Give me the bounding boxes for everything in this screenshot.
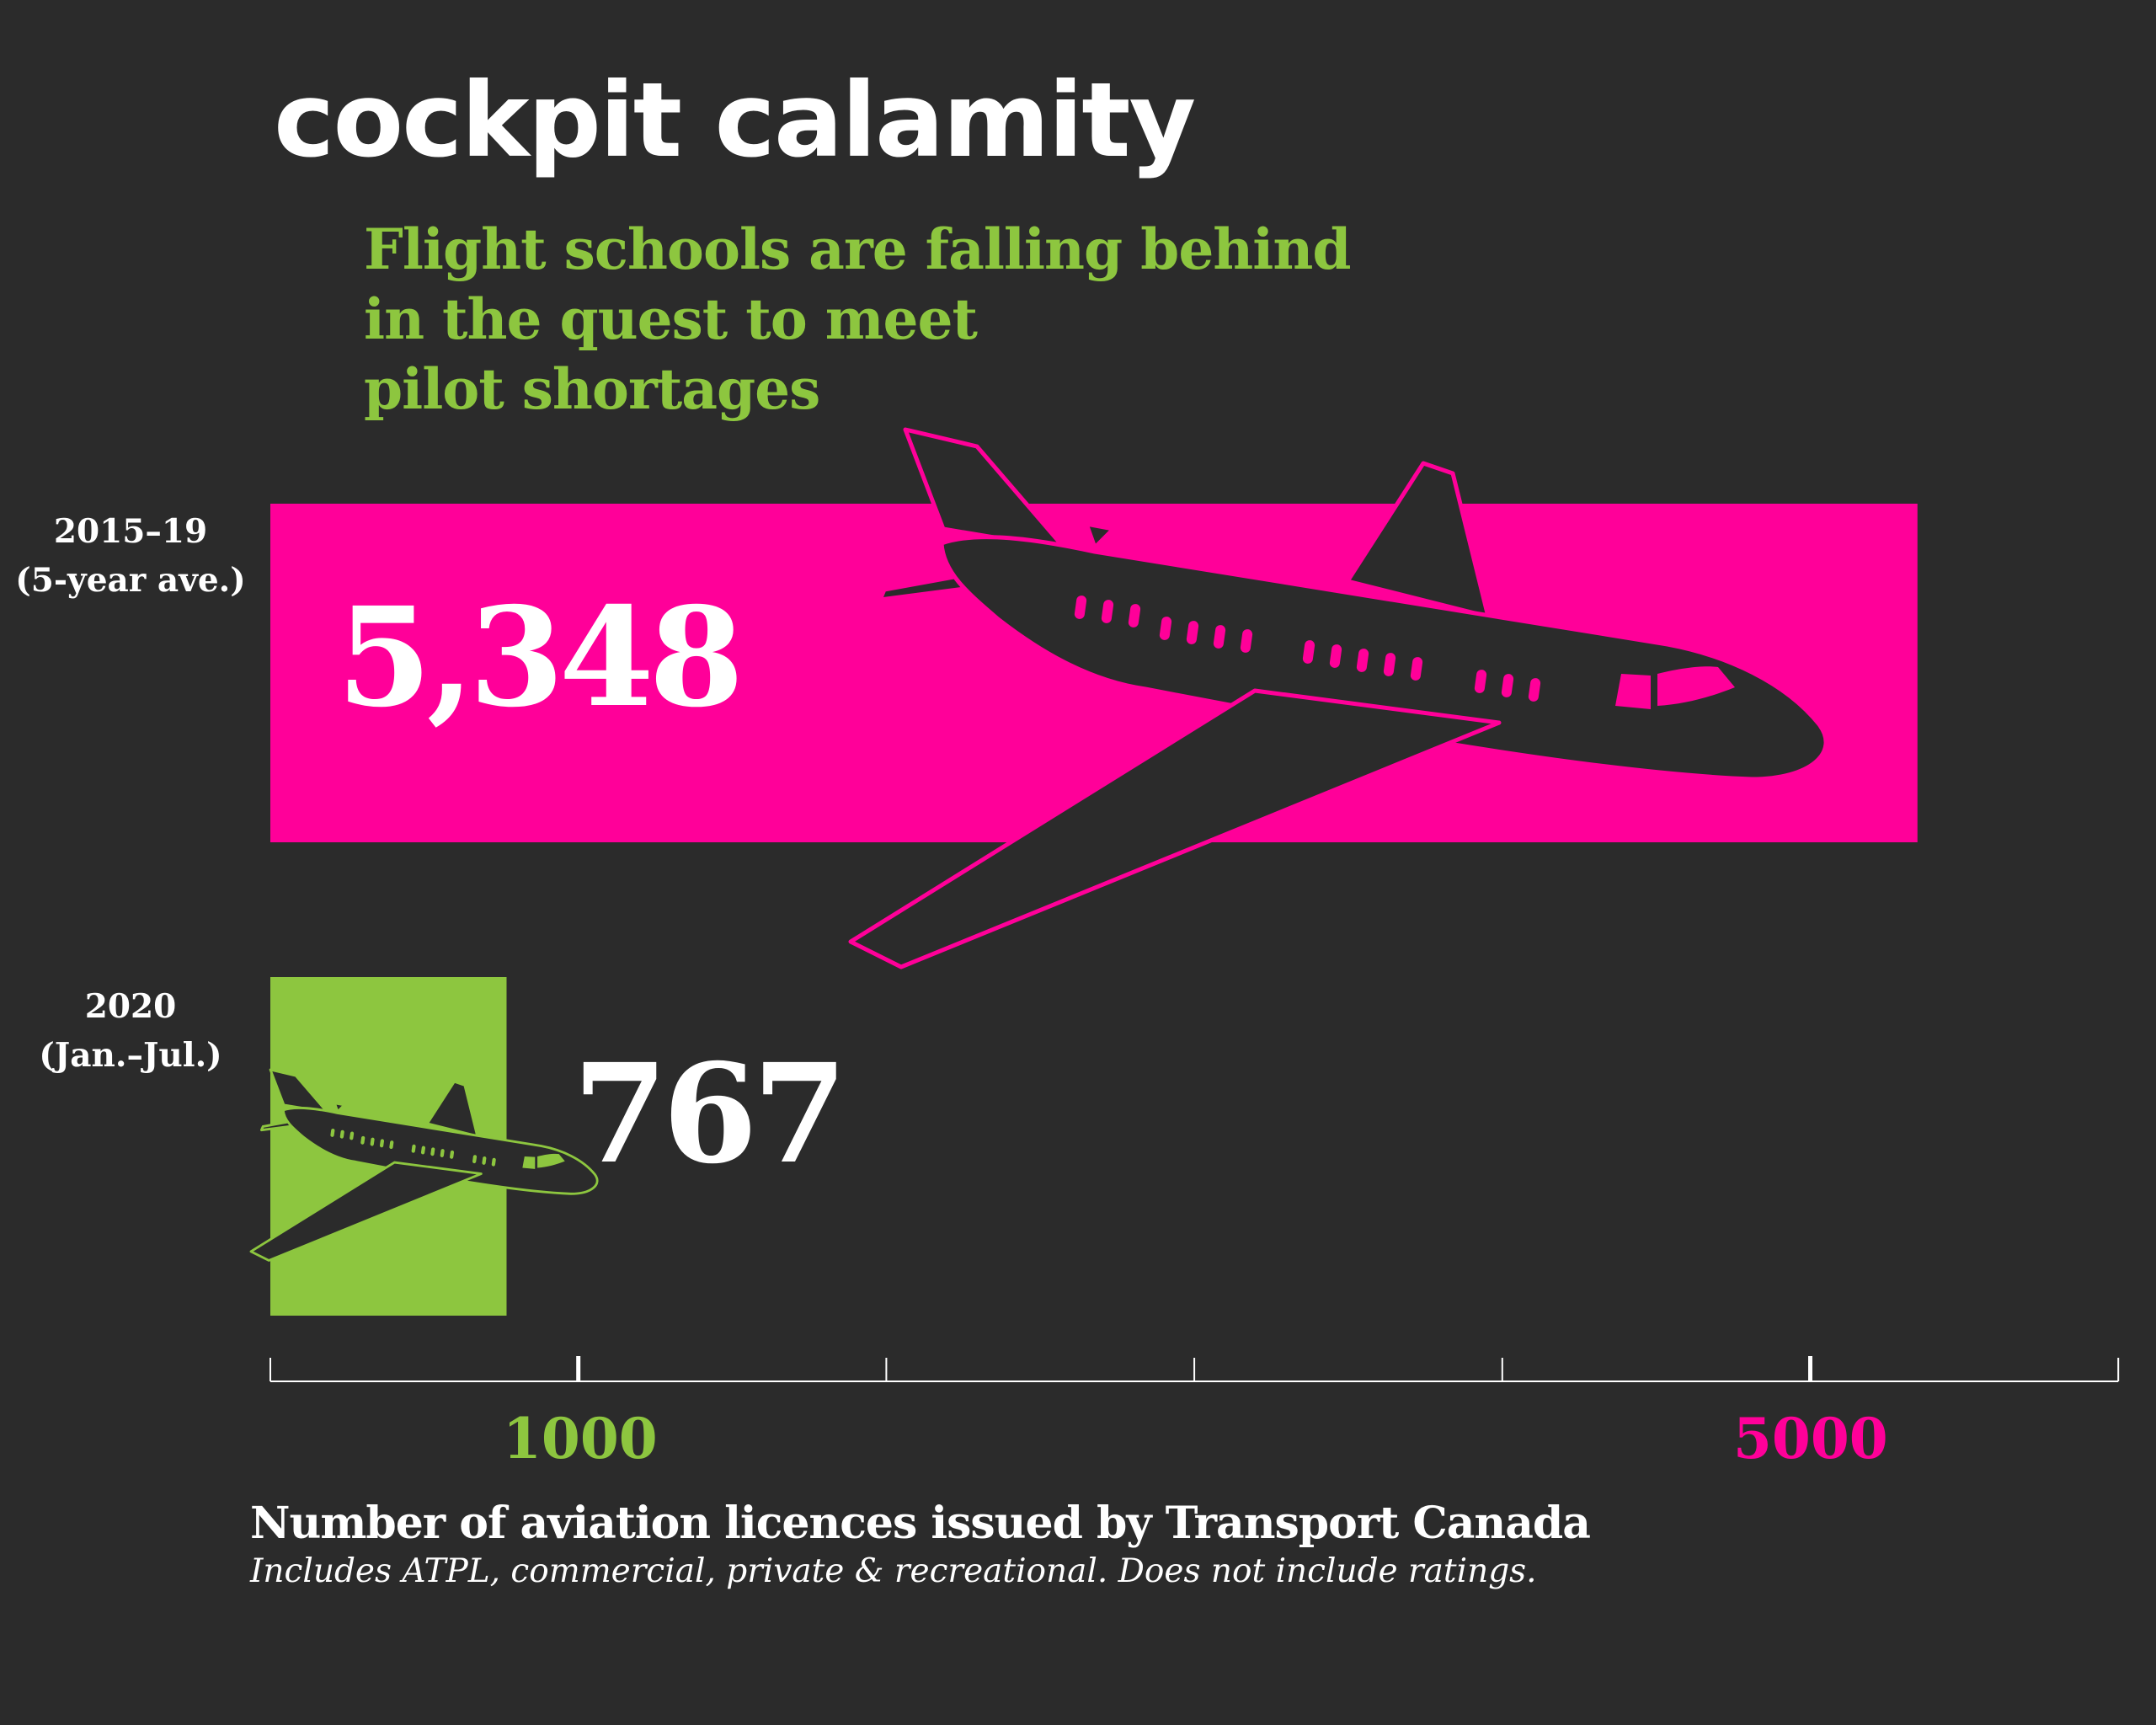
chart-title: cockpit calamity: [274, 61, 1196, 180]
tick-label-5000: 5000: [1733, 1406, 1888, 1471]
x-axis-title: Number of aviation licences issued by Tr…: [250, 1498, 1591, 1549]
category-label-line: 2015–19: [53, 512, 208, 551]
tick-label-1000: 1000: [503, 1406, 658, 1471]
category-label-line: (5-year ave.): [15, 561, 246, 600]
subtitle-line: in the quest to meet: [364, 286, 978, 352]
value-label-2015-19: 5,348: [337, 578, 744, 738]
category-label-2020: 2020 (Jan.–Jul.): [0, 982, 261, 1080]
chart-note: Includes ATPL, commercial, private & rec…: [250, 1552, 1537, 1590]
category-label-line: 2020: [84, 987, 177, 1026]
value-label-2020: 767: [573, 1034, 847, 1194]
category-label-line: (Jan.–Jul.): [39, 1036, 222, 1075]
subtitle-line: Flight schools are falling behind: [364, 216, 1351, 282]
category-label-2015-19: 2015–19 (5-year ave.): [0, 507, 261, 605]
subtitle-line: pilot shortages: [364, 356, 820, 422]
chart-subtitle: Flight schools are falling behind in the…: [364, 215, 1351, 425]
